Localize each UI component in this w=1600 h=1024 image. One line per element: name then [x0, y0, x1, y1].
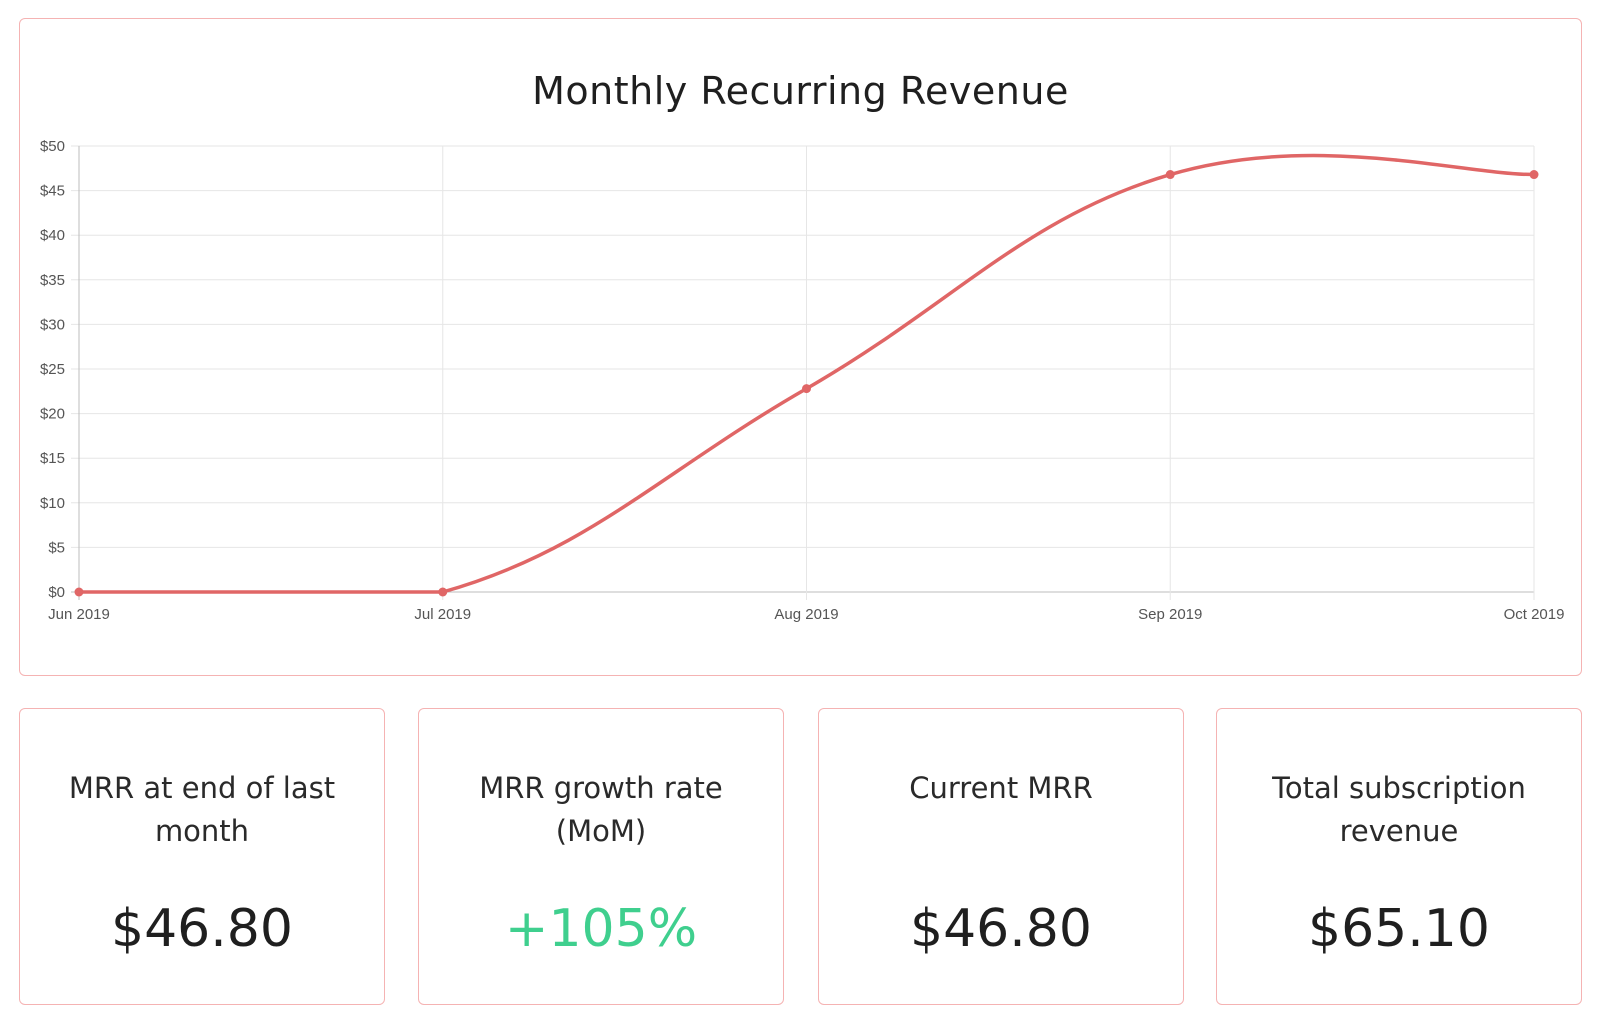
mrr-chart-card: Monthly Recurring Revenue: [19, 18, 1582, 676]
data-point: [74, 587, 84, 597]
x-tick-label: Oct 2019: [1504, 606, 1565, 623]
stat-card-mrr-last-month: MRR at end of last month $46.80: [19, 708, 385, 1005]
stat-value: $46.80: [910, 899, 1092, 959]
y-tick-label: $20: [40, 406, 65, 423]
y-tick-label: $25: [40, 361, 65, 378]
stat-card-total-subscription-revenue: Total subscription revenue $65.10: [1216, 708, 1582, 1005]
data-point: [802, 384, 811, 394]
data-point: [438, 587, 448, 597]
stat-card-mrr-growth-rate: MRR growth rate (MoM) +105%: [418, 708, 784, 1005]
y-tick-label: $45: [40, 183, 65, 200]
stat-label: MRR growth rate (MoM): [479, 771, 723, 848]
stat-value: $46.80: [111, 899, 293, 959]
x-tick-label: Aug 2019: [774, 606, 838, 623]
y-tick-label: $35: [40, 272, 65, 289]
y-tick-label: $50: [40, 138, 65, 155]
stat-card-current-mrr: Current MRR $46.80: [818, 708, 1184, 1005]
y-tick-label: $0: [48, 584, 65, 601]
stat-value: +105%: [504, 899, 698, 959]
stat-label: Current MRR: [909, 771, 1093, 805]
y-tick-label: $5: [48, 539, 65, 556]
data-point: [1165, 170, 1175, 180]
y-tick-label: $40: [40, 227, 65, 244]
stat-label: Total subscription revenue: [1272, 771, 1526, 848]
x-tick-label: Jul 2019: [414, 606, 471, 623]
x-tick-label: Jun 2019: [48, 606, 110, 623]
y-tick-label: $10: [40, 495, 65, 512]
x-tick-label: Sep 2019: [1138, 606, 1202, 623]
mrr-line-chart: $0 $5 $10 $15 $20 $25 $30 $35 $40 $45 $50 Jun 2019 J…: [40, 138, 1565, 623]
chart-title: Monthly Recurring Revenue: [532, 69, 1069, 113]
y-tick-label: $15: [40, 450, 65, 467]
stat-value: $65.10: [1308, 899, 1490, 959]
y-tick-label: $30: [40, 316, 65, 333]
data-point: [1529, 170, 1539, 180]
stat-label: MRR at end of last month: [68, 771, 336, 848]
